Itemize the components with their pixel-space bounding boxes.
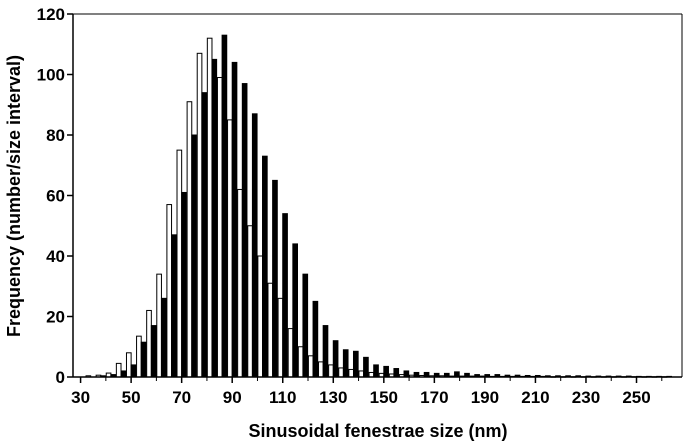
open-bar-74 [186,101,193,378]
filled-bar-122 [312,300,319,378]
filled-bar-58 [150,325,157,378]
filled-bar-150 [383,365,389,378]
filled-bar-138 [352,350,359,378]
y-tick-label-100: 100 [37,66,65,85]
filled-bar-146 [373,364,379,378]
filled-bar-94 [241,83,248,378]
x-tick-label-30: 30 [71,388,90,407]
ticks-group: 30 50 70 90 110 130 150 170 190 210 230 250 0 20 40 60 8… [37,5,663,407]
open-bar-118 [297,346,304,378]
filled-bar-130 [332,340,339,378]
x-tick-label-190: 190 [471,388,499,407]
filled-bar-86 [221,34,228,378]
filled-bar-62 [160,297,167,378]
open-bar-78 [196,52,203,378]
x-tick-label-130: 130 [319,388,347,407]
filled-bar-78 [201,92,208,378]
bars-group [85,34,672,378]
filled-bar-74 [191,134,197,378]
x-tick-label-70: 70 [172,388,191,407]
open-bar-86 [216,77,223,378]
x-tick-label-250: 250 [622,388,650,407]
filled-bar-158 [403,370,410,378]
open-bar-126 [318,361,324,378]
open-bar-98 [247,225,253,378]
open-bar-54 [136,335,142,378]
y-tick-label-120: 120 [37,5,65,24]
open-bar-130 [328,364,334,378]
x-tick-label-90: 90 [223,388,242,407]
open-bar-106 [267,282,274,378]
filled-bar-142 [363,356,369,378]
open-bar-142 [358,370,365,378]
y-tick-label-20: 20 [46,308,65,327]
y-tick-label-60: 60 [46,187,65,206]
x-tick-label-50: 50 [122,388,141,407]
filled-bar-126 [322,325,329,378]
filled-bar-114 [292,243,299,378]
open-bar-94 [237,188,243,378]
open-bar-66 [166,204,173,378]
open-bar-90 [227,119,233,378]
open-bar-114 [287,328,294,378]
open-bar-62 [156,273,162,378]
filled-bar-90 [231,61,238,378]
filled-bar-50 [130,364,137,378]
x-tick-label-230: 230 [572,388,600,407]
filled-bar-82 [211,58,218,378]
open-bar-46 [115,362,122,378]
filled-bar-102 [262,155,268,378]
filled-bar-118 [302,273,309,378]
open-bar-70 [176,149,183,378]
filled-bar-154 [393,368,400,378]
open-bar-110 [277,297,284,378]
open-bar-138 [348,368,354,378]
filled-bar-46 [120,370,127,378]
open-bar-134 [338,367,344,378]
x-tick-label-150: 150 [370,388,398,407]
filled-bar-98 [251,113,258,378]
x-tick-label-210: 210 [521,388,549,407]
open-bar-102 [257,255,264,378]
open-bar-82 [206,37,213,378]
y-tick-label-80: 80 [46,126,65,145]
x-axis-title: Sinusoidal fenestrae size (nm) [248,421,507,441]
open-bar-58 [146,309,152,378]
y-axis-title: Frequency (number/size interval) [4,55,24,337]
x-tick-label-110: 110 [269,388,296,407]
x-tick-label-170: 170 [420,388,448,407]
filled-bar-54 [140,341,147,378]
y-tick-label-40: 40 [46,247,65,266]
filled-bar-70 [181,191,187,378]
filled-bar-66 [171,234,177,378]
filled-bar-134 [342,349,349,378]
open-bar-122 [307,355,314,378]
open-bar-50 [125,352,132,378]
y-tick-label-0: 0 [56,368,65,387]
filled-bar-106 [272,179,278,378]
filled-bar-178 [454,371,460,378]
filled-bar-110 [282,213,288,378]
